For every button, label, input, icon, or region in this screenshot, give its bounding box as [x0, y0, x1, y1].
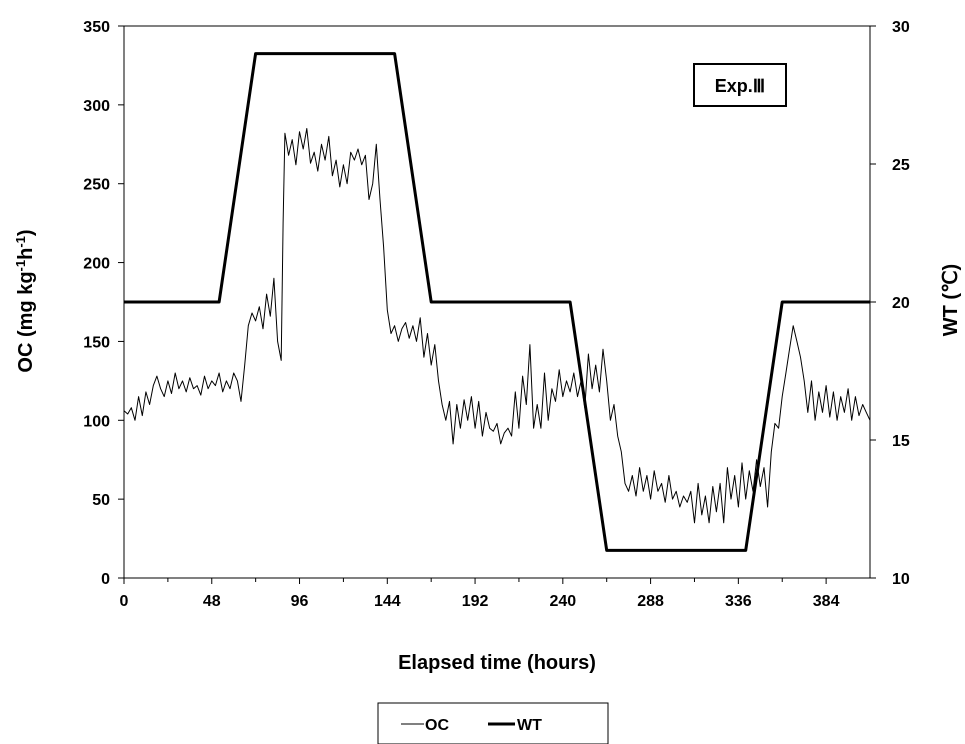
annotation-label: Exp.Ⅲ [715, 76, 765, 96]
y-left-tick-label: 150 [83, 334, 110, 351]
x-tick-label: 192 [462, 593, 489, 610]
y-left-tick-labels: 0 50 100 150 200 250 300 350 [83, 19, 110, 588]
y-left-tick-label: 50 [92, 492, 110, 509]
y-left-title-end: ) [15, 229, 37, 236]
y-left-axis-title: OC (mg kg-1h-1) [13, 229, 37, 372]
y-right-tick-label: 30 [892, 19, 910, 36]
x-tick-label: 288 [637, 593, 664, 610]
y-right-tick-label: 25 [892, 157, 910, 174]
x-tick-label: 0 [120, 593, 129, 610]
y-left-title-base: OC (mg kg [15, 271, 37, 372]
x-axis-title: Elapsed time (hours) [398, 652, 596, 674]
x-tick-label: 144 [374, 593, 401, 610]
y-left-tick-label: 250 [83, 177, 110, 194]
x-tick-label: 240 [549, 593, 576, 610]
y-left-title-mid: h [15, 248, 37, 260]
y-left-tick-label: 200 [83, 256, 110, 273]
legend-label-oc: OC [425, 717, 449, 734]
x-tick-label: 384 [813, 593, 840, 610]
series-line-wt [124, 52, 870, 552]
y-left-title-sup2: -1 [13, 236, 28, 248]
series-layer [123, 52, 871, 552]
y-right-tick-labels: 10 15 20 25 30 [892, 19, 910, 588]
x-tick-label: 336 [725, 593, 752, 610]
y-left-tick-label: 350 [83, 19, 110, 36]
x-tick-label: 96 [291, 593, 309, 610]
y-right-tick-label: 15 [892, 433, 910, 450]
y-right-axis-title: WT (℃) [940, 264, 962, 336]
y-right-tick-label: 20 [892, 295, 910, 312]
y-left-tick-label: 0 [101, 571, 110, 588]
annotation-box: Exp.Ⅲ [693, 63, 787, 107]
legend: OC WT [377, 702, 609, 744]
legend-label-wt: WT [517, 717, 542, 734]
y-right-tick-label: 10 [892, 571, 910, 588]
y-left-tick-label: 300 [83, 98, 110, 115]
y-left-title-sup1: -1 [13, 260, 28, 272]
y-left-tick-label: 100 [83, 413, 110, 430]
x-tick-label: 48 [203, 593, 221, 610]
x-tick-labels: 0 48 96 144 192 240 288 336 384 [120, 593, 840, 610]
series-line-oc [123, 128, 871, 524]
tick-marks [118, 25, 876, 584]
